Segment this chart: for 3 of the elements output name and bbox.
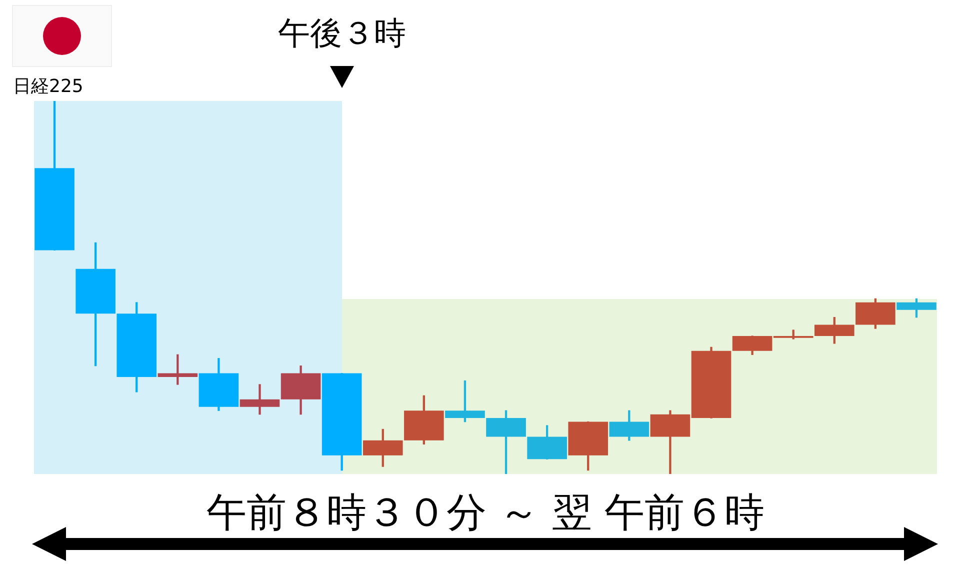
chart-title: 日経225 <box>13 75 84 98</box>
x-axis-title: 午前８時３０分 ～ 翌 午前６時 <box>206 489 765 538</box>
text: 午後３時 <box>278 13 406 54</box>
